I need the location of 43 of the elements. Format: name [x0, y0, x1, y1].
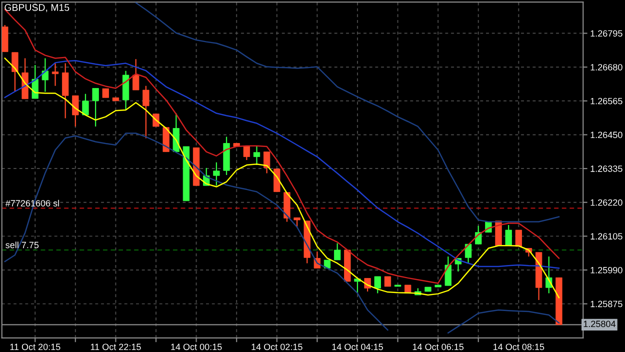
ref-line-label: sell 7.75 — [6, 242, 39, 248]
y-tick-label: 1.26680 — [590, 64, 622, 70]
ref-line-label: #77261606 sl — [5, 200, 59, 206]
candlestick — [132, 58, 140, 91]
candlestick — [334, 242, 341, 261]
x-tick-label: 14 Oct 08:15 — [493, 344, 544, 350]
candlestick — [72, 95, 79, 128]
candlestick — [263, 151, 270, 174]
candlestick — [354, 278, 361, 294]
y-tick-label: 1.26450 — [590, 132, 622, 138]
y-tick-label: 1.25875 — [590, 300, 622, 308]
candlestick — [213, 162, 220, 186]
chart-title: GBPUSD, M15 — [4, 4, 70, 12]
candlestick — [82, 93, 89, 116]
candlestick — [374, 276, 381, 294]
y-tick-label: 1.26335 — [590, 166, 622, 172]
candlestick — [92, 88, 99, 128]
candlestick — [253, 146, 260, 166]
x-tick-label: 14 Oct 02:15 — [252, 344, 302, 350]
y-tick-label: 1.25990 — [590, 266, 622, 274]
x-tick-label: 11 Oct 20:15 — [10, 344, 60, 350]
candlestick — [42, 58, 49, 92]
candlestick — [515, 230, 522, 247]
line-series — [135, 2, 560, 222]
x-tick-label: 14 Oct 06:15 — [412, 344, 464, 350]
y-tick-label: 1.26105 — [590, 233, 622, 240]
candlestick — [142, 85, 150, 139]
candlestick — [52, 62, 59, 86]
candlestick — [384, 276, 392, 287]
candlestick — [243, 146, 250, 161]
x-tick-label: 14 Oct 00:15 — [171, 344, 222, 350]
y-tick-label: 1.26220 — [590, 199, 622, 206]
y-tick-label: 1.26795 — [590, 30, 622, 37]
candlestick — [62, 62, 69, 119]
candlestick — [102, 88, 109, 98]
candlestick — [505, 224, 512, 246]
y-tick-label: 1.26565 — [590, 98, 622, 104]
x-tick-label: 11 Oct 22:15 — [90, 344, 141, 350]
x-tick-label: 14 Oct 04:15 — [332, 344, 383, 350]
candlestick — [294, 217, 300, 228]
candlestick — [12, 52, 18, 92]
candlestick — [444, 256, 452, 286]
ref-line-label: 1.25804 — [584, 320, 616, 328]
